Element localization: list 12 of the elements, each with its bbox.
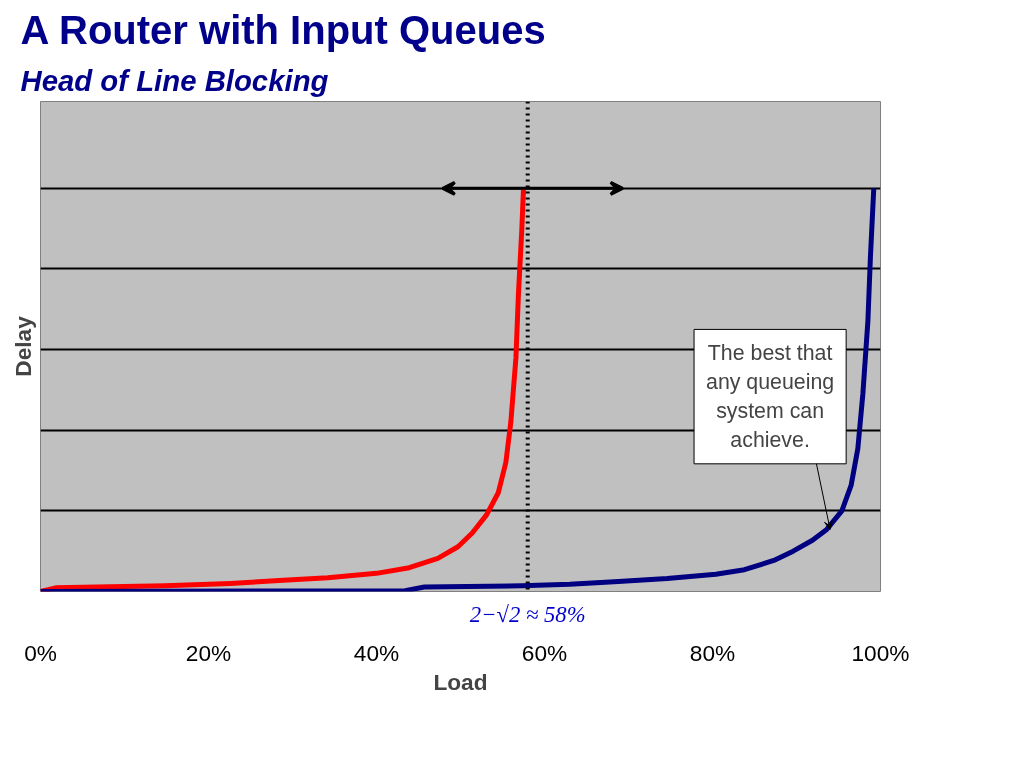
- annotation: The best that any queueing system can achieve.: [706, 341, 835, 452]
- x-tick-label: 80%: [689, 639, 736, 666]
- chart-subtitle: Head of Line Blocking: [20, 63, 329, 97]
- x-tick-label: 0%: [24, 639, 57, 666]
- x-axis-title: Load: [433, 668, 488, 695]
- x-tick-label: 40%: [353, 639, 400, 666]
- y-axis-title: Delay: [9, 315, 36, 377]
- x-tick-label: 60%: [521, 639, 568, 666]
- x-tick-label: 20%: [185, 639, 232, 666]
- x-tick-label: 100%: [851, 639, 910, 666]
- ref-line-label: 2−√2 ≈ 58%: [469, 601, 586, 627]
- chart-title: A Router with Input Queues: [20, 7, 546, 52]
